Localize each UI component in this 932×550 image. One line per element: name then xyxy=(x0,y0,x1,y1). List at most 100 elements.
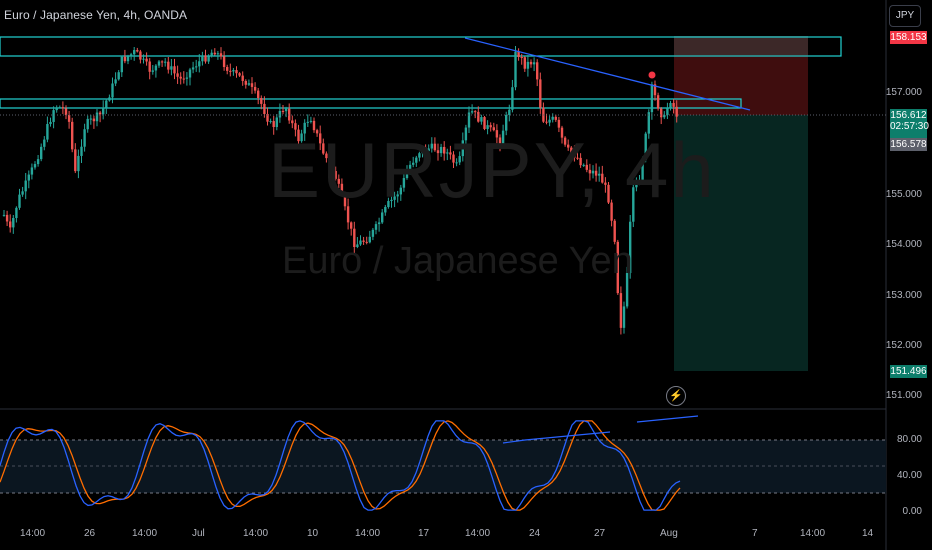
candle-body xyxy=(154,65,158,71)
candle-body xyxy=(396,194,399,197)
resistance-zone-lower xyxy=(0,98,742,109)
candle-body xyxy=(67,115,71,122)
candle-body xyxy=(30,167,34,175)
candle-body xyxy=(129,54,133,57)
candle-body xyxy=(64,108,68,116)
candle-body xyxy=(461,140,464,157)
candle-body xyxy=(160,61,164,63)
candle-body xyxy=(477,111,480,122)
candle-body xyxy=(377,222,381,225)
candle-body xyxy=(604,182,607,185)
candle-body xyxy=(102,107,105,115)
candle-body xyxy=(257,90,260,99)
candle-body xyxy=(232,70,235,72)
candle-body xyxy=(340,183,344,195)
candle-body xyxy=(446,152,449,154)
candle-body xyxy=(489,125,492,128)
currency-button[interactable]: JPY xyxy=(889,5,921,27)
time-axis-label: 14:00 xyxy=(132,528,158,539)
candlestick-series xyxy=(2,45,678,335)
candle-body xyxy=(343,194,347,207)
candle-body xyxy=(46,124,49,140)
candle-body xyxy=(374,224,378,230)
candle-body xyxy=(260,98,263,104)
candle-body xyxy=(182,78,185,80)
candle-body xyxy=(368,236,371,243)
time-axis-label: 26 xyxy=(84,528,96,539)
candle-body xyxy=(188,69,192,78)
candle-body xyxy=(622,306,626,328)
lightning-icon[interactable]: ⚡ xyxy=(666,386,686,406)
candle-body xyxy=(12,217,15,228)
candle-body xyxy=(9,221,12,228)
candle-body xyxy=(43,139,46,147)
signal-marker xyxy=(648,71,656,79)
candle-body xyxy=(216,53,220,55)
candle-body xyxy=(579,157,582,166)
candle-body xyxy=(508,109,511,115)
time-axis-label: 14:00 xyxy=(355,528,381,539)
time-axis-label: 7 xyxy=(752,528,758,539)
candle-body xyxy=(470,111,474,113)
candle-body xyxy=(306,121,309,123)
candle-body xyxy=(272,121,275,128)
candle-body xyxy=(625,273,629,307)
candle-body xyxy=(294,123,297,130)
candle-body xyxy=(638,179,641,181)
target-top-tag: 158.153 xyxy=(890,31,927,44)
candle-body xyxy=(275,117,278,128)
candle-body xyxy=(222,56,226,68)
candle-body xyxy=(585,164,588,170)
candle-body xyxy=(408,164,412,173)
candle-body xyxy=(238,73,241,76)
candle-body xyxy=(204,55,207,62)
candle-body xyxy=(436,150,440,154)
candle-body xyxy=(139,51,142,60)
candle-body xyxy=(170,66,173,70)
candle-body xyxy=(179,76,182,79)
time-axis-label: 27 xyxy=(594,528,606,539)
candle-body xyxy=(312,120,316,131)
candle-body xyxy=(244,80,247,85)
candle-body xyxy=(33,164,37,168)
candle-body xyxy=(656,95,660,109)
candle-body xyxy=(495,130,499,138)
time-axis-label: 24 xyxy=(529,528,541,539)
candle-body xyxy=(331,162,334,172)
candle-body xyxy=(80,146,83,156)
time-axis-label: 14 xyxy=(862,528,874,539)
candle-body xyxy=(359,240,362,245)
stoch-k-line xyxy=(0,420,681,511)
current-price-tag: 156.612 02:57:30 xyxy=(890,109,929,138)
candle-body xyxy=(18,194,21,208)
symbol-title[interactable]: Euro / Japanese Yen, 4h, OANDA xyxy=(4,8,188,22)
price-axis-label: 155.000 xyxy=(885,189,922,200)
candle-body xyxy=(111,83,114,98)
candle-body xyxy=(284,108,288,112)
candle-body xyxy=(263,103,266,115)
descending-trendline xyxy=(464,37,751,111)
candle-body xyxy=(201,55,204,62)
candle-body xyxy=(328,158,331,163)
candle-body xyxy=(582,164,585,166)
candle-body xyxy=(412,162,415,165)
candle-body xyxy=(136,50,139,52)
time-axis-label: 10 xyxy=(307,528,319,539)
candle-body xyxy=(126,56,130,62)
candle-body xyxy=(402,178,406,188)
candle-body xyxy=(443,146,446,154)
candle-body xyxy=(108,97,111,101)
time-axis-label: 14:00 xyxy=(243,528,269,539)
candle-body xyxy=(616,241,619,294)
candle-body xyxy=(86,118,89,130)
candle-body xyxy=(98,112,102,115)
candle-countdown: 02:57:30 xyxy=(890,121,929,132)
candle-body xyxy=(650,84,654,113)
time-axis-label: 14:00 xyxy=(800,528,826,539)
candle-body xyxy=(514,51,517,88)
candle-body xyxy=(36,159,40,165)
candle-body xyxy=(591,170,595,174)
candle-body xyxy=(517,51,520,58)
candle-body xyxy=(560,127,564,138)
